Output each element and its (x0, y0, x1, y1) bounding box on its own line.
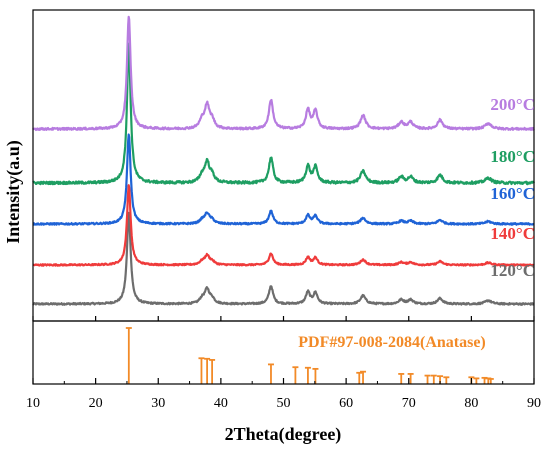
series-label: 140°C (490, 224, 535, 243)
diffraction-patterns (32, 15, 536, 306)
series-label: 120°C (490, 261, 535, 280)
series-line (32, 15, 535, 132)
series-label: 180°C (490, 147, 535, 166)
series-label: 160°C (490, 184, 535, 203)
x-tick-label: 60 (339, 396, 353, 411)
x-tick-label: 70 (402, 396, 416, 411)
x-tick-label: 90 (527, 396, 541, 411)
series-label: 200°C (490, 95, 535, 114)
bottom-panel-frame (32, 320, 535, 385)
series-labels: 120°C 140°C 160°C 180°C 200°C (490, 95, 535, 280)
x-tick-label: 10 (26, 396, 40, 411)
series-line (32, 133, 535, 226)
series-line (32, 184, 535, 267)
series-line (32, 42, 536, 186)
x-tick-label: 30 (151, 396, 165, 411)
reference-label: PDF#97-008-2084(Anatase) (298, 334, 486, 351)
x-tick-label: 40 (214, 396, 228, 411)
series-line (32, 211, 535, 306)
x-tick-label: 50 (277, 396, 291, 411)
x-axis-ticks: 10 20 30 40 50 60 70 80 90 (26, 316, 541, 411)
top-panel-frame (32, 9, 535, 322)
x-axis-title: 2Theta(degree) (225, 424, 342, 445)
y-axis-title: Intensity(a.u) (3, 140, 24, 244)
x-tick-label: 80 (464, 396, 478, 411)
x-tick-label: 20 (89, 396, 103, 411)
reference-pattern: PDF#97-008-2084(Anatase) (125, 327, 494, 384)
